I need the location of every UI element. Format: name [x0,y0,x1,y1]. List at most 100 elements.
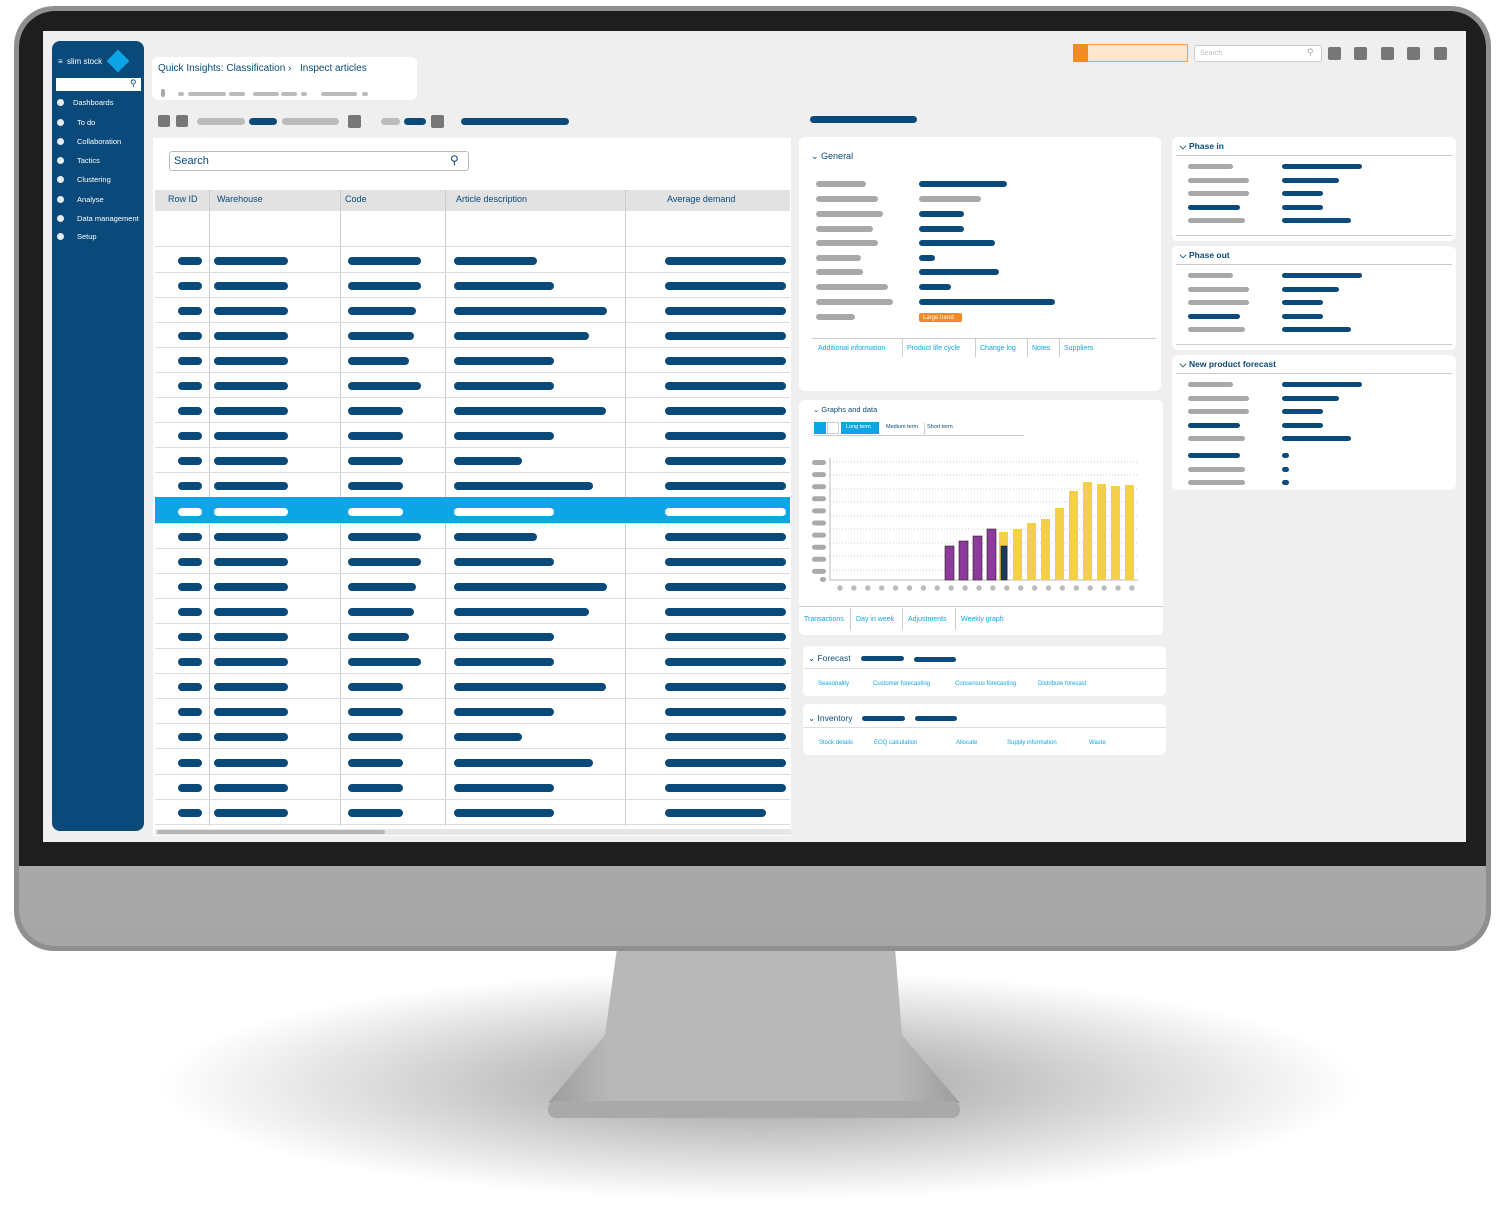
inventory-title[interactable]: ⌄ Inventory [808,714,852,723]
placeholder-bar [348,532,421,541]
side-panel-title[interactable]: New product forecast [1189,359,1276,369]
menu-item[interactable]: Collaboration [77,137,122,146]
placeholder-bar [665,432,786,441]
toggle[interactable] [827,422,839,434]
placeholder-bar [178,482,202,491]
toolbar-button[interactable] [348,115,361,128]
toolbar-button[interactable] [431,115,444,128]
toolbar-button[interactable] [158,115,170,127]
tab-divider [975,339,976,357]
placeholder-bar [665,281,786,290]
tab[interactable]: Day in week [856,616,895,623]
tab[interactable]: Transactions [804,616,844,623]
column-header[interactable]: Row ID [168,194,198,204]
x-placeholder [1018,585,1024,591]
row-divider [155,296,790,298]
menu-item[interactable]: Data management [77,214,139,223]
column-header[interactable]: Average demand [667,194,736,204]
placeholder-bar [348,306,416,315]
badge-text: Large trend [923,315,954,321]
link[interactable]: Supply information [1007,740,1057,746]
top-search[interactable] [1194,45,1322,62]
placeholder-bar [214,557,288,566]
forecast-title[interactable]: ⌄ Forecast [808,654,851,663]
placeholder-bar [348,557,421,566]
term-tab[interactable]: Long term [846,424,871,430]
placeholder-bar [1188,300,1249,306]
toolbar-button[interactable] [1354,47,1367,60]
menu-item[interactable]: Analyse [77,195,104,204]
top-search-placeholder: Search [1200,50,1223,57]
toggle[interactable] [814,422,826,434]
placeholder-bar [665,633,786,641]
menu-icon[interactable]: ≡ [58,57,63,66]
graphs-title[interactable]: ⌄ Graphs and data [813,406,877,414]
toolbar-button[interactable] [1434,47,1447,60]
tab[interactable]: Suppliers [1064,345,1094,352]
tab[interactable]: Notes [1032,345,1051,352]
link[interactable]: Waste [1089,740,1106,746]
link[interactable]: Allocate [956,740,978,746]
placeholder-bar [178,783,202,792]
breadcrumb-link[interactable]: Quick Insights: Classification [158,63,286,74]
menu-item[interactable]: Dashboards [73,98,114,107]
link[interactable]: Customer forecasting [873,681,931,687]
x-placeholder [920,585,927,591]
placeholder-bar [281,92,297,96]
bar [944,545,955,581]
sidebar-search[interactable] [56,78,141,91]
bar [986,528,997,581]
tab[interactable]: Adjustments [908,616,947,623]
link[interactable]: Consensus forecasting [955,681,1017,687]
menu-item[interactable]: Tactics [77,156,100,165]
bar [1069,491,1078,580]
link[interactable]: EOQ calculation [874,740,918,746]
placeholder-bar [321,92,357,96]
scroll-thumb[interactable] [157,830,385,834]
toolbar-button[interactable] [1328,47,1341,60]
chevron: ⌄ [808,713,818,723]
menu-item[interactable]: Setup [77,232,97,241]
tab[interactable]: Weekly graph [961,616,1004,623]
placeholder-bar [348,783,403,792]
tab[interactable]: Additional information [818,345,886,352]
x-placeholder [865,585,871,591]
tab[interactable]: Change log [980,345,1016,352]
placeholder-bar [919,284,951,290]
tab[interactable]: Product life cycle [907,345,960,352]
link[interactable]: Distribute forecast [1038,681,1087,687]
placeholder-bar [1282,300,1323,306]
side-panel-title[interactable]: Phase out [1189,250,1230,260]
column-header[interactable]: Article description [456,194,528,204]
placeholder-bar [816,211,883,217]
toolbar-button[interactable] [176,115,188,127]
menu-icon [57,119,64,126]
placeholder-bar [454,306,607,315]
placeholder-bar [454,607,589,616]
menu-item[interactable]: To do [77,118,96,127]
column-header[interactable]: Code [345,194,367,204]
bar [1027,523,1036,580]
term-tab[interactable]: Medium term [886,424,919,430]
side-panel-title[interactable]: Phase in [1189,141,1224,151]
general-title[interactable]: ⌄ General [811,152,853,161]
menu-icon [57,196,64,203]
divider [1176,373,1452,374]
link[interactable]: Seasonality [818,681,850,687]
placeholder-bar [816,269,863,275]
active-tab[interactable] [841,422,879,434]
term-tab[interactable]: Short term [927,424,953,430]
column-header[interactable]: Warehouse [217,194,263,204]
graphs-title-text: Graphs and data [821,405,878,414]
placeholder-bar [178,281,202,290]
y-placeholder [812,472,826,478]
toolbar-button[interactable] [1381,47,1394,60]
toolbar-button[interactable] [1407,47,1420,60]
table-search[interactable] [169,151,469,171]
placeholder-bar [1282,466,1289,472]
menu-item[interactable]: Clustering [77,175,111,184]
placeholder-bar [1188,436,1245,442]
link[interactable]: Stock details [819,740,854,746]
